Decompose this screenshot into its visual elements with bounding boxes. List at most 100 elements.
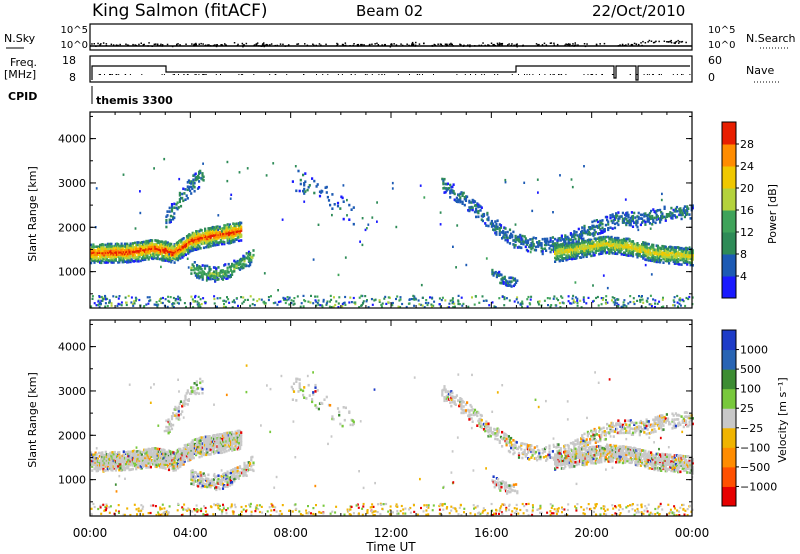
range-cell [631, 240, 635, 243]
range-cell [604, 245, 607, 249]
range-cell [679, 304, 682, 307]
range-cell [178, 248, 181, 251]
nsky-point [499, 43, 502, 45]
range-cell [686, 209, 689, 212]
range-cell [643, 255, 646, 258]
range-cell [508, 299, 511, 302]
range-cell [495, 273, 498, 277]
nsky-point [185, 43, 187, 45]
range-cell [200, 267, 203, 271]
range-cell [92, 259, 95, 262]
range-cell [528, 245, 531, 249]
range-cell [153, 447, 156, 450]
range-cell [569, 248, 572, 251]
range-cell [581, 247, 584, 251]
range-cell [220, 442, 224, 446]
range-cell [158, 244, 162, 247]
range-cell [114, 257, 117, 260]
range-cell [220, 242, 224, 246]
range-cell [569, 302, 572, 305]
range-cell [196, 266, 199, 270]
range-cell [675, 258, 679, 261]
range-cell [596, 226, 600, 229]
range-cell [144, 450, 147, 454]
range-cell [581, 249, 584, 253]
range-cell [234, 226, 237, 230]
nsky-point [156, 43, 159, 45]
range-cell [657, 256, 661, 260]
range-cell [644, 243, 647, 247]
range-cell [204, 302, 207, 305]
range-cell [680, 263, 683, 266]
colorbar-segment [722, 166, 736, 189]
range-cell [211, 274, 214, 277]
range-cell [670, 206, 673, 210]
range-cell [490, 225, 493, 228]
range-cell [175, 203, 178, 206]
nave-point [174, 74, 175, 75]
range-cell [106, 245, 110, 248]
nsky-point [516, 43, 518, 45]
range-cell [154, 461, 157, 464]
range-cell [582, 255, 585, 259]
range-cell [517, 301, 520, 304]
range-cell [179, 253, 182, 256]
range-cell [131, 242, 134, 245]
range-cell [651, 243, 654, 247]
range-cell [601, 250, 604, 253]
nsky-point [261, 44, 264, 46]
range-cell [236, 236, 239, 239]
range-cell [429, 296, 431, 299]
range-cell [168, 221, 171, 224]
range-cell [188, 449, 191, 452]
range-cell [109, 457, 112, 460]
range-cell [461, 304, 464, 307]
range-cell [598, 246, 601, 250]
range-cell [573, 242, 576, 245]
range-cell [661, 216, 664, 220]
range-cell [487, 218, 490, 222]
range-cell [103, 469, 106, 472]
range-cell [647, 259, 650, 262]
range-cell [198, 176, 201, 179]
nave-point [220, 74, 221, 75]
range-cell [106, 457, 110, 460]
nsky-point [297, 43, 300, 45]
range-cell [608, 249, 611, 253]
range-cell [460, 296, 463, 299]
range-cell [653, 216, 656, 220]
range-cell [130, 459, 133, 463]
range-cell [114, 455, 117, 458]
range-cell [176, 450, 180, 454]
range-cell [558, 255, 561, 258]
range-cell [493, 305, 496, 308]
range-cell [163, 465, 166, 468]
range-cell [205, 279, 208, 282]
range-cell [178, 252, 181, 255]
range-cell [686, 247, 689, 250]
range-cell [581, 246, 584, 249]
range-cell [228, 235, 231, 239]
range-cell [93, 455, 96, 459]
range-cell [326, 195, 329, 199]
range-cell [477, 209, 480, 213]
range-cell [234, 260, 237, 264]
range-cell [530, 244, 533, 247]
range-cell [616, 221, 619, 225]
range-cell [579, 299, 582, 302]
range-cell [104, 257, 107, 260]
range-cell [201, 278, 204, 281]
range-cell [210, 228, 213, 231]
range-cell [178, 256, 181, 259]
range-cell [91, 249, 94, 253]
range-cell [109, 245, 112, 248]
range-cell [661, 244, 664, 248]
range-cell [348, 301, 351, 304]
range-cell [153, 243, 156, 246]
range-cell [225, 226, 228, 229]
range-cell [173, 252, 176, 256]
range-cell [157, 241, 160, 245]
range-cell [96, 462, 99, 465]
range-cell [192, 448, 195, 451]
range-cell [224, 274, 227, 277]
